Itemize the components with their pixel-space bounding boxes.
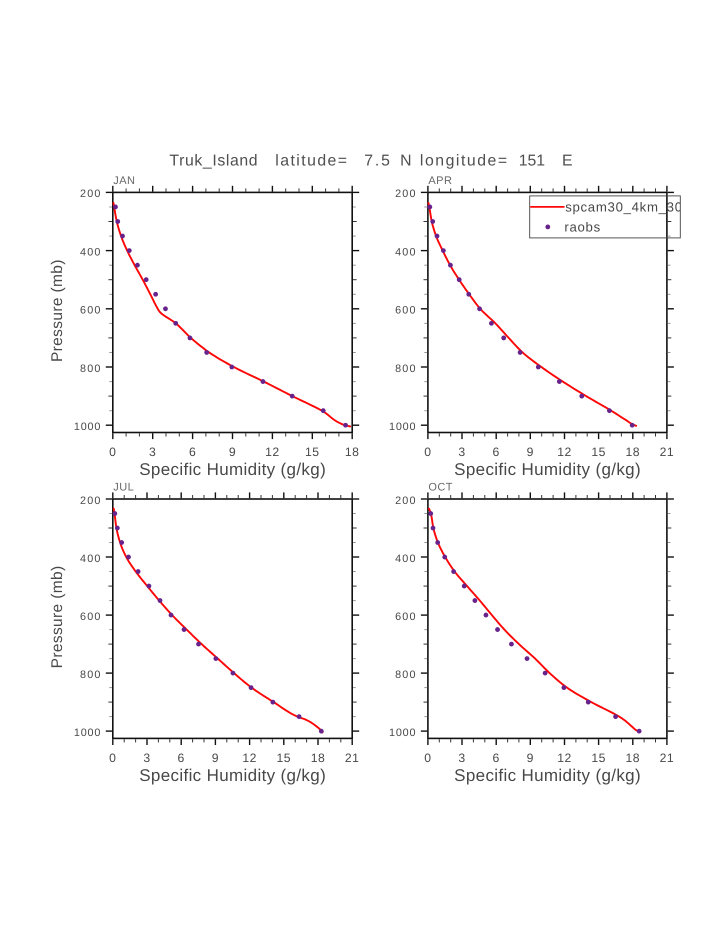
svg-text:OCT: OCT: [428, 482, 453, 494]
svg-text:Truk_Island: Truk_Island: [169, 153, 258, 170]
svg-text:JUL: JUL: [113, 482, 134, 494]
svg-text:longitude=: longitude=: [420, 153, 508, 170]
svg-text:200: 200: [395, 188, 415, 200]
svg-text:Pressure (mb): Pressure (mb): [49, 260, 66, 363]
svg-text:21: 21: [345, 751, 360, 765]
svg-text:6: 6: [493, 445, 500, 459]
svg-text:15: 15: [591, 751, 606, 765]
svg-text:3: 3: [149, 445, 156, 459]
svg-text:0: 0: [109, 445, 116, 459]
svg-text:12: 12: [265, 445, 280, 459]
svg-text:800: 800: [395, 669, 415, 681]
svg-text:3: 3: [458, 751, 465, 765]
svg-text:N: N: [400, 153, 412, 170]
svg-text:0: 0: [109, 751, 116, 765]
svg-text:Pressure (mb): Pressure (mb): [49, 566, 66, 669]
svg-text:1000: 1000: [389, 421, 416, 433]
svg-text:E: E: [562, 153, 573, 170]
svg-text:JAN: JAN: [113, 175, 135, 187]
svg-text:18: 18: [311, 751, 326, 765]
svg-text:spcam30_4km_30s: spcam30_4km_30s: [565, 200, 690, 215]
svg-text:APR: APR: [428, 175, 452, 187]
svg-text:1000: 1000: [74, 421, 101, 433]
svg-text:600: 600: [395, 611, 415, 623]
svg-text:18: 18: [626, 445, 641, 459]
svg-text:18: 18: [626, 751, 641, 765]
svg-text:400: 400: [80, 246, 100, 258]
svg-text:Specific Humidity (g/kg): Specific Humidity (g/kg): [454, 460, 641, 479]
svg-text:0: 0: [424, 751, 431, 765]
svg-text:raobs: raobs: [564, 220, 601, 235]
svg-text:200: 200: [80, 495, 100, 507]
svg-text:21: 21: [660, 751, 675, 765]
svg-text:12: 12: [242, 751, 257, 765]
svg-text:151: 151: [519, 153, 546, 170]
svg-text:21: 21: [660, 445, 675, 459]
svg-text:400: 400: [80, 553, 100, 565]
svg-text:0: 0: [424, 445, 431, 459]
svg-text:15: 15: [305, 445, 320, 459]
svg-text:1000: 1000: [74, 727, 101, 739]
svg-text:Specific Humidity (g/kg): Specific Humidity (g/kg): [139, 766, 326, 785]
svg-text:3: 3: [143, 751, 150, 765]
svg-text:600: 600: [80, 305, 100, 317]
svg-text:12: 12: [557, 445, 572, 459]
svg-text:9: 9: [229, 445, 236, 459]
svg-text:12: 12: [557, 751, 572, 765]
svg-text:200: 200: [395, 495, 415, 507]
svg-text:6: 6: [189, 445, 196, 459]
svg-text:1000: 1000: [389, 727, 416, 739]
svg-text:9: 9: [212, 751, 219, 765]
svg-text:latitude=: latitude=: [275, 153, 348, 170]
svg-text:9: 9: [527, 445, 534, 459]
svg-text:600: 600: [80, 611, 100, 623]
svg-text:15: 15: [591, 445, 606, 459]
svg-text:Specific Humidity (g/kg): Specific Humidity (g/kg): [139, 460, 326, 479]
svg-text:600: 600: [395, 305, 415, 317]
svg-text:800: 800: [80, 669, 100, 681]
svg-text:18: 18: [345, 445, 360, 459]
svg-text:6: 6: [493, 751, 500, 765]
svg-text:800: 800: [395, 363, 415, 375]
svg-text:400: 400: [395, 553, 415, 565]
svg-text:800: 800: [80, 363, 100, 375]
svg-text:9: 9: [527, 751, 534, 765]
svg-text:200: 200: [80, 188, 100, 200]
svg-text:Specific Humidity (g/kg): Specific Humidity (g/kg): [454, 766, 641, 785]
svg-text:7.5: 7.5: [364, 153, 391, 170]
svg-text:3: 3: [458, 445, 465, 459]
svg-text:15: 15: [277, 751, 292, 765]
svg-text:400: 400: [395, 246, 415, 258]
svg-text:6: 6: [178, 751, 185, 765]
